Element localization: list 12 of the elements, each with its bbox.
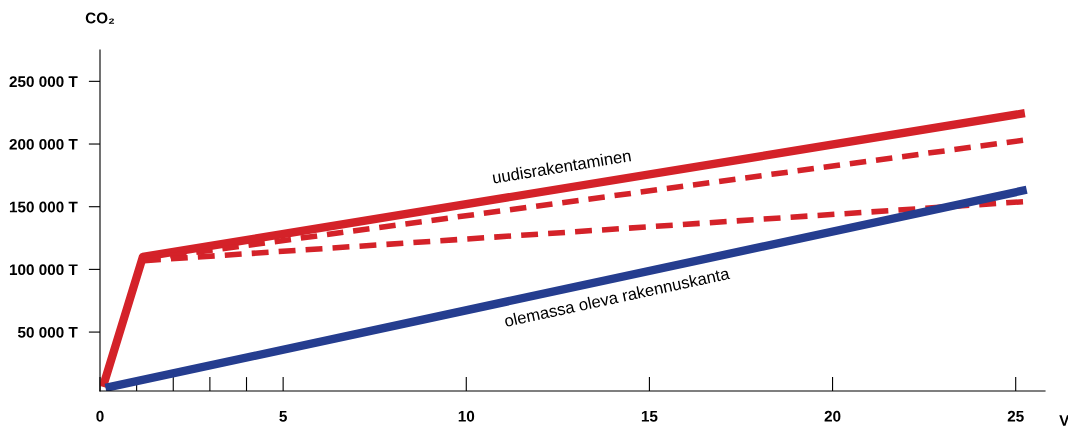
- y-axis-title: CO₂: [85, 12, 115, 24]
- y-tick-label: 100 000 T: [9, 264, 78, 276]
- y-tick-label: 50 000 T: [17, 326, 78, 338]
- x-tick-label: 10: [458, 410, 475, 422]
- x-tick-label: 0: [96, 410, 104, 422]
- x-tick-label: 25: [1007, 410, 1024, 422]
- y-tick-label: 150 000 T: [9, 201, 78, 213]
- y-tick-label: 200 000 T: [9, 138, 78, 150]
- x-tick-label: 15: [641, 411, 658, 422]
- x-tick-label: 5: [279, 411, 287, 422]
- y-tick-label: 250 000 T: [9, 76, 78, 88]
- x-tick-label: 20: [824, 410, 841, 422]
